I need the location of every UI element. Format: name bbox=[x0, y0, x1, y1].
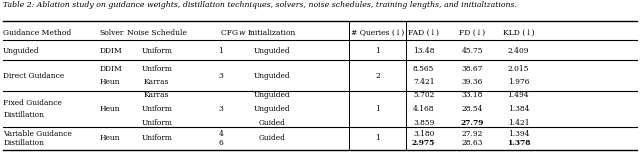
Text: DDIM: DDIM bbox=[99, 65, 122, 73]
Text: 1.421: 1.421 bbox=[508, 119, 529, 127]
Text: 45.75: 45.75 bbox=[461, 47, 483, 55]
Text: Uniform: Uniform bbox=[141, 119, 172, 127]
Text: w: w bbox=[239, 29, 245, 37]
Text: Unguided: Unguided bbox=[253, 105, 291, 113]
Text: Heun: Heun bbox=[99, 134, 120, 142]
Text: Uniform: Uniform bbox=[141, 65, 172, 73]
Text: Unguided: Unguided bbox=[253, 47, 291, 55]
Text: Noise Schedule: Noise Schedule bbox=[127, 29, 187, 37]
Text: Distillation: Distillation bbox=[3, 111, 44, 119]
Text: 1: 1 bbox=[375, 134, 380, 142]
Text: CFG: CFG bbox=[221, 29, 240, 37]
Text: Heun: Heun bbox=[99, 78, 120, 86]
Text: # Queries (↓): # Queries (↓) bbox=[351, 29, 404, 37]
Text: Variable Guidance: Variable Guidance bbox=[3, 130, 72, 138]
Text: 4.168: 4.168 bbox=[413, 105, 435, 113]
Text: 39.36: 39.36 bbox=[461, 78, 483, 86]
Text: Initialization: Initialization bbox=[248, 29, 296, 37]
Text: 1: 1 bbox=[218, 47, 223, 55]
Text: 28.54: 28.54 bbox=[461, 105, 483, 113]
Text: 2.975: 2.975 bbox=[412, 139, 435, 147]
Text: 27.79: 27.79 bbox=[461, 119, 484, 127]
Text: 3: 3 bbox=[218, 72, 223, 80]
Text: 4: 4 bbox=[218, 130, 223, 138]
Text: Heun: Heun bbox=[99, 105, 120, 113]
Text: 7.421: 7.421 bbox=[413, 78, 435, 86]
Text: 5.702: 5.702 bbox=[413, 91, 435, 100]
Text: 33.18: 33.18 bbox=[461, 91, 483, 100]
Text: 8.565: 8.565 bbox=[413, 65, 435, 73]
Text: Unguided: Unguided bbox=[253, 91, 291, 100]
Text: 1: 1 bbox=[375, 105, 380, 113]
Text: 28.63: 28.63 bbox=[461, 139, 483, 147]
Text: Uniform: Uniform bbox=[141, 134, 172, 142]
Text: 2.015: 2.015 bbox=[508, 65, 529, 73]
Text: FD (↓): FD (↓) bbox=[460, 29, 485, 37]
Text: 3: 3 bbox=[218, 105, 223, 113]
Text: Karras: Karras bbox=[144, 91, 170, 100]
Text: 1.976: 1.976 bbox=[508, 78, 529, 86]
Text: 1.378: 1.378 bbox=[507, 139, 530, 147]
Text: DDIM: DDIM bbox=[99, 47, 122, 55]
Text: Guided: Guided bbox=[259, 134, 285, 142]
Text: FAD (↓): FAD (↓) bbox=[408, 29, 439, 37]
Text: Fixed Guidance: Fixed Guidance bbox=[3, 99, 62, 107]
Text: Unguided: Unguided bbox=[253, 72, 291, 80]
Text: 1.494: 1.494 bbox=[508, 91, 529, 100]
Text: Solver: Solver bbox=[99, 29, 124, 37]
Text: Uniform: Uniform bbox=[141, 47, 172, 55]
Text: Direct Guidance: Direct Guidance bbox=[3, 72, 65, 80]
Text: 13.48: 13.48 bbox=[413, 47, 435, 55]
Text: Uniform: Uniform bbox=[141, 105, 172, 113]
Text: Distillation: Distillation bbox=[3, 139, 44, 147]
Text: 3.180: 3.180 bbox=[413, 130, 435, 138]
Text: 1.394: 1.394 bbox=[508, 130, 529, 138]
Text: 27.92: 27.92 bbox=[461, 130, 483, 138]
Text: Guided: Guided bbox=[259, 119, 285, 127]
Text: Karras: Karras bbox=[144, 78, 170, 86]
Text: Unguided: Unguided bbox=[3, 47, 40, 55]
Text: Guidance Method: Guidance Method bbox=[3, 29, 72, 37]
Text: 38.67: 38.67 bbox=[461, 65, 483, 73]
Text: 1.384: 1.384 bbox=[508, 105, 529, 113]
Text: 2: 2 bbox=[375, 72, 380, 80]
Text: Table 2: Ablation study on guidance weights, distillation techniques, solvers, n: Table 2: Ablation study on guidance weig… bbox=[3, 1, 517, 9]
Text: KLD (↓): KLD (↓) bbox=[502, 29, 534, 37]
Text: 2.409: 2.409 bbox=[508, 47, 529, 55]
Text: 3.859: 3.859 bbox=[413, 119, 435, 127]
Text: 1: 1 bbox=[375, 47, 380, 55]
Text: 6: 6 bbox=[218, 139, 223, 147]
